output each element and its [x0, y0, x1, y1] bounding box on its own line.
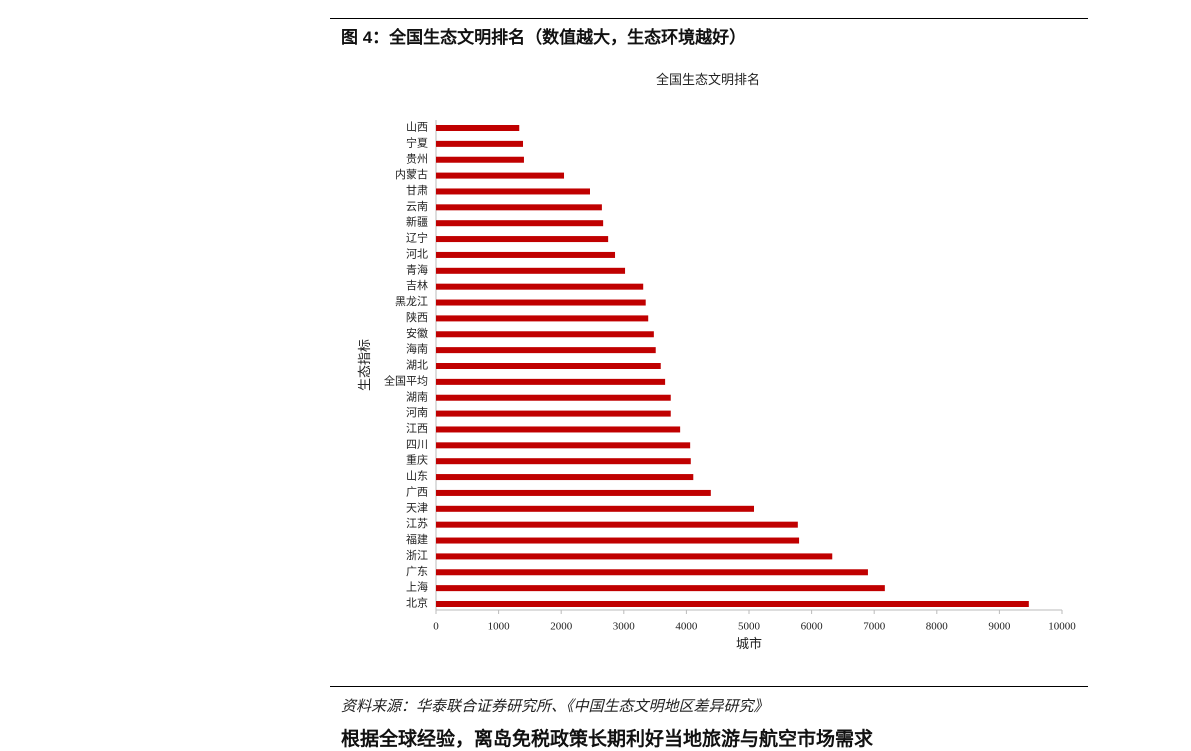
x-tick-label: 1000: [488, 621, 511, 633]
chart: 全国生态文明排名 城市 生态指标 0 1000 2000 3000 4000 5000 60…: [357, 72, 1076, 651]
bar: [436, 442, 691, 449]
x-tick-label: 3000: [613, 621, 636, 633]
bar: [436, 299, 646, 306]
y-tick-label: 山东: [406, 470, 428, 483]
bar: [436, 601, 1029, 607]
y-tick-label: 辽宁: [406, 231, 428, 245]
bar: [436, 394, 671, 401]
y-tick-label: 天津: [406, 501, 428, 514]
x-tick-label: 7000: [863, 621, 886, 633]
x-tick-label: 6000: [801, 621, 824, 633]
bar: [436, 283, 644, 290]
bar: [436, 315, 649, 322]
y-tick-label: 河北: [406, 247, 428, 260]
y-tick-label: 福建: [406, 532, 428, 546]
y-tick-label: 广西: [406, 485, 428, 498]
bar: [436, 585, 885, 592]
y-tick-label: 北京: [406, 596, 428, 610]
y-tick-label: 上海: [406, 580, 428, 594]
bar: [436, 172, 565, 179]
bar: [436, 521, 798, 528]
bar: [436, 363, 661, 369]
chart-title: 全国生态文明排名: [656, 72, 760, 87]
y-axis-label: 生态指标: [357, 339, 372, 391]
x-axis-label: 城市: [736, 636, 762, 651]
y-tick-label: 青海: [406, 262, 428, 276]
y-tick-label: 湖北: [406, 359, 428, 372]
y-tick-label: 陕西: [406, 310, 428, 324]
bar: [436, 251, 616, 258]
y-tick-label: 安徽: [406, 326, 428, 340]
y-tick-label: 广东: [406, 565, 428, 578]
y-tick-label: 江西: [406, 422, 428, 435]
y-tick-label: 浙江: [406, 549, 428, 562]
page: {"figure_caption": "图 4：全国生态文明排名（数值越大，生态…: [330, 18, 1088, 750]
section-heading: 根据全球经验，离岛免税政策长期利好当地旅游与航空市场需求: [341, 729, 874, 750]
bar: [436, 474, 694, 481]
bar: [436, 553, 833, 560]
y-tick-label: 内蒙古: [395, 167, 428, 181]
bar: [436, 569, 868, 576]
y-tick-label: 江苏: [406, 517, 428, 530]
bar: [436, 331, 654, 338]
x-tick-label: 2000: [550, 621, 573, 633]
y-tick-label: 甘肃: [406, 184, 428, 197]
y-tick-label: 海南: [406, 342, 428, 356]
bar: [436, 378, 666, 385]
bar: [436, 125, 520, 131]
figure-caption: 图 4：全国生态文明排名（数值越大，生态环境越好）: [341, 28, 747, 47]
y-tick-label: 黑龙江: [395, 295, 428, 308]
bar: [436, 204, 602, 211]
bar: [436, 236, 609, 243]
bar: [436, 188, 590, 195]
x-tick-label: 4000: [675, 621, 698, 633]
y-tick-label: 宁夏: [406, 135, 428, 149]
bar: [436, 489, 711, 496]
bar: [436, 156, 524, 163]
y-tick-label: 吉林: [406, 278, 428, 292]
x-tick-label: 8000: [926, 621, 949, 633]
x-tick-label: 10000: [1048, 621, 1076, 633]
x-tick-label: 0: [433, 621, 439, 633]
y-tick-label: 新疆: [406, 215, 428, 229]
bar: [436, 410, 671, 417]
bar: [436, 267, 626, 274]
y-tick-label: 贵州: [406, 152, 428, 165]
bar: [436, 458, 691, 465]
bar: [436, 505, 755, 512]
bar: [436, 426, 681, 433]
y-tick-label: 山西: [406, 121, 428, 134]
x-tick-label: 9000: [988, 621, 1011, 633]
y-tick-label: 重庆: [406, 453, 428, 467]
bar: [436, 140, 524, 147]
y-tick-label: 云南: [406, 200, 428, 213]
bar: [436, 220, 604, 227]
y-tick-label: 河南: [406, 406, 428, 419]
x-tick-label: 5000: [738, 621, 761, 633]
bottom-rule: [330, 686, 1088, 687]
y-tick-label: 湖南: [406, 390, 428, 403]
source-note: 资料来源：华泰联合证券研究所、《中国生态文明地区差异研究》: [341, 699, 769, 715]
bar: [436, 347, 656, 354]
top-rule: [330, 18, 1088, 19]
y-tick-label: 全国平均: [384, 373, 428, 387]
bar: [436, 537, 800, 544]
y-tick-label: 四川: [406, 439, 428, 451]
